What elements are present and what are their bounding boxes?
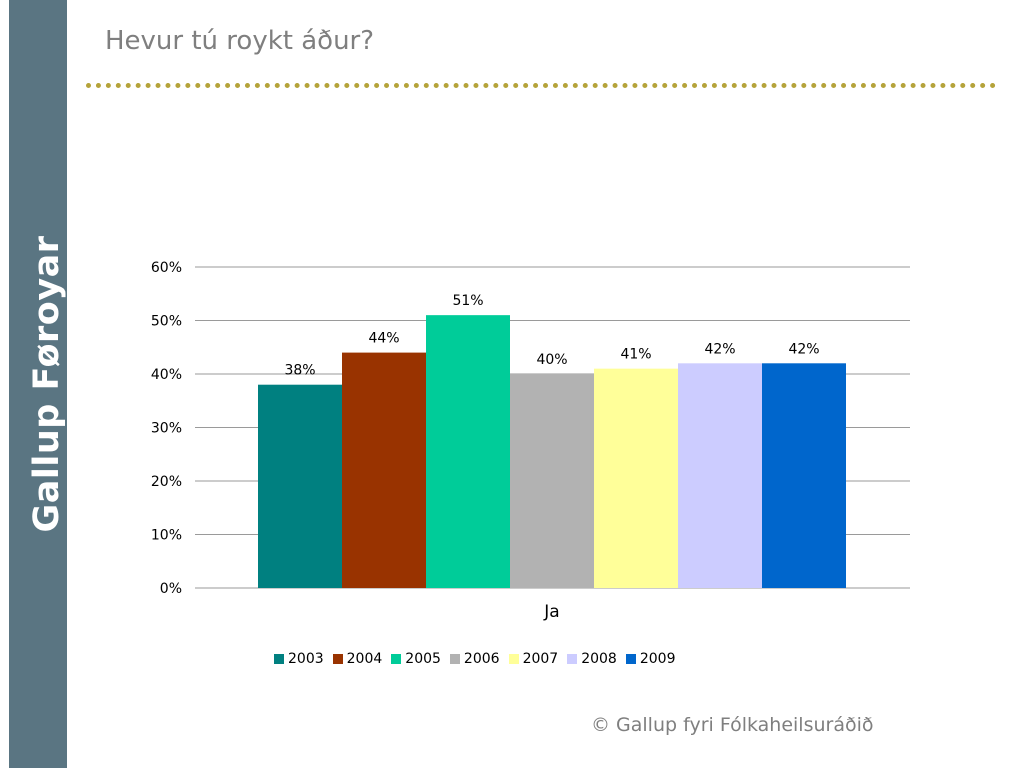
legend-label: 2005: [405, 651, 441, 667]
legend-item-2009: 2009: [625, 651, 676, 667]
legend-item-2008: 2008: [567, 651, 617, 667]
legend-label: 2004: [346, 651, 383, 667]
legend-swatch: [391, 654, 402, 664]
data-label-2009: 42%: [788, 341, 819, 357]
legend-item-2006: 2006: [449, 651, 500, 667]
x-axis-category-labels: Ja: [543, 602, 559, 622]
y-tick-label: 30%: [151, 421, 182, 437]
copyright-text: © Gallup fyri Fólkaheilsuráðið: [591, 714, 874, 736]
legend-label: 2006: [463, 651, 500, 667]
bar-2004: [342, 352, 426, 588]
data-label-2005: 51%: [452, 293, 483, 309]
bars: [258, 315, 846, 588]
y-tick-label: 10%: [151, 528, 182, 544]
bar-2008: [678, 363, 762, 588]
title-divider: [86, 83, 996, 88]
legend-item-2004: 2004: [332, 651, 383, 667]
legend-swatch: [449, 654, 460, 664]
legend-label: 2008: [581, 651, 617, 667]
data-label-2003: 38%: [284, 363, 315, 379]
bar-2009: [762, 363, 846, 588]
bar-2006: [510, 374, 594, 588]
y-tick-label: 40%: [151, 367, 182, 383]
legend-label: 2003: [288, 651, 324, 667]
y-tick-label: 0%: [160, 581, 182, 597]
x-category-label: Ja: [543, 602, 559, 622]
legend-swatch: [625, 654, 636, 664]
data-label-2007: 41%: [620, 347, 651, 363]
data-label-2004: 44%: [368, 331, 399, 347]
data-label-2006: 40%: [536, 352, 567, 368]
legend-swatch: [332, 654, 343, 664]
y-axis-tick-labels: 0% 10% 20% 30% 40% 50% 60%: [151, 260, 182, 597]
legend-swatch: [508, 654, 519, 664]
chart-legend: 2003 2004 2005 2006 2007 2008 2009: [274, 651, 675, 667]
y-tick-label: 50%: [151, 314, 182, 330]
bar-2005: [426, 315, 510, 588]
y-tick-label: 60%: [151, 260, 182, 276]
legend-swatch: [567, 654, 578, 664]
data-labels: 38% 44% 51% 40% 41% 42% 42%: [284, 293, 819, 379]
legend-label: 2007: [522, 651, 559, 667]
legend-swatch: [274, 654, 284, 664]
bar-2007: [594, 368, 678, 588]
sidebar: Gallup Føroyar: [9, 0, 67, 768]
bar-2003: [258, 384, 342, 588]
legend-item-2003: 2003: [274, 651, 324, 667]
legend-item-2005: 2005: [391, 651, 441, 667]
legend-label: 2009: [639, 651, 676, 667]
y-tick-label: 20%: [151, 474, 182, 490]
data-label-2008: 42%: [704, 341, 735, 357]
legend-item-2007: 2007: [508, 651, 559, 667]
page-title: Hevur tú roykt áður?: [105, 26, 375, 56]
